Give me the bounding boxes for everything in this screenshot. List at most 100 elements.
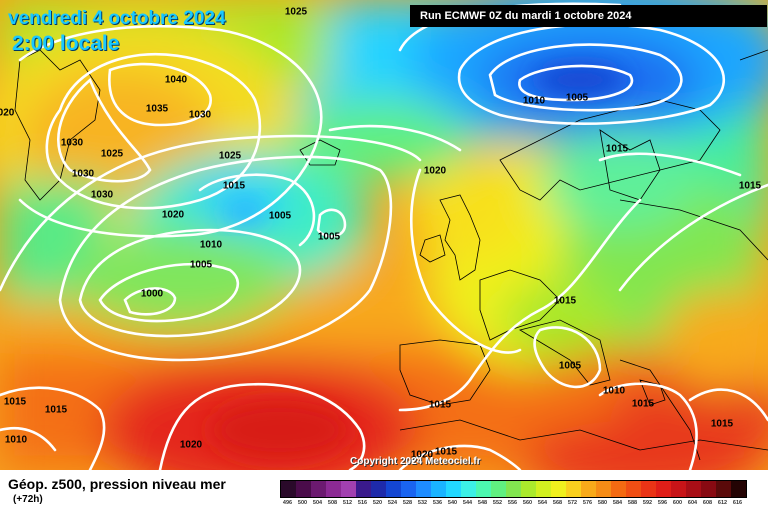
scale-cell bbox=[551, 481, 566, 497]
scale-label: 568 bbox=[552, 500, 563, 506]
isobar-label: 1005 bbox=[566, 93, 589, 104]
isobar-label: 1015 bbox=[429, 400, 452, 411]
scale-label: 524 bbox=[387, 500, 398, 506]
isobar-label: 1020 bbox=[180, 440, 203, 451]
isobar-label: 020 bbox=[0, 108, 15, 119]
scale-cell bbox=[641, 481, 656, 497]
isobar-label: 1015 bbox=[632, 399, 655, 410]
forecast-time: 2:00 locale bbox=[12, 32, 120, 55]
isobar-label: 1035 bbox=[146, 104, 169, 115]
scale-cell bbox=[416, 481, 431, 497]
isobar-label: 1005 bbox=[269, 211, 292, 222]
isobar-label: 1015 bbox=[435, 447, 458, 458]
isobar-label: 1030 bbox=[72, 169, 95, 180]
isobar-label: 1015 bbox=[45, 405, 68, 416]
isobar-label: 1030 bbox=[61, 138, 84, 149]
scale-cell bbox=[626, 481, 641, 497]
scale-label: 496 bbox=[282, 500, 293, 506]
scale-label: 608 bbox=[702, 500, 713, 506]
scale-label: 572 bbox=[567, 500, 578, 506]
isobar-labels: 1025 1040 1035 1030 1030 1025 1030 1030 020 1025 1… bbox=[0, 7, 762, 461]
scale-label: 564 bbox=[537, 500, 548, 506]
scale-label: 616 bbox=[732, 500, 743, 506]
scale-cell bbox=[356, 481, 371, 497]
isobar-label: 1015 bbox=[739, 181, 762, 192]
scale-label: 596 bbox=[657, 500, 668, 506]
scale-label: 536 bbox=[432, 500, 443, 506]
isobar-label: 1025 bbox=[219, 151, 242, 162]
isobar-label: 1030 bbox=[91, 190, 114, 201]
scale-label: 584 bbox=[612, 500, 623, 506]
scale-cell bbox=[581, 481, 596, 497]
scale-label: 588 bbox=[627, 500, 638, 506]
isobar-label: 1010 bbox=[523, 96, 546, 107]
color-scale bbox=[280, 480, 747, 498]
scale-cell bbox=[566, 481, 581, 497]
run-info: Run ECMWF 0Z du mardi 1 octobre 2024 bbox=[410, 5, 767, 27]
scale-label: 504 bbox=[312, 500, 323, 506]
scale-cell bbox=[671, 481, 686, 497]
scale-cell bbox=[296, 481, 311, 497]
isobar-label: 1005 bbox=[190, 260, 213, 271]
scale-label: 580 bbox=[597, 500, 608, 506]
scale-cell bbox=[476, 481, 491, 497]
scale-cell bbox=[341, 481, 356, 497]
coastlines bbox=[14, 49, 768, 461]
scale-label: 592 bbox=[642, 500, 653, 506]
scale-label: 560 bbox=[522, 500, 533, 506]
scale-cell bbox=[446, 481, 461, 497]
isobars bbox=[0, 2, 768, 470]
scale-label: 520 bbox=[372, 500, 383, 506]
scale-cell bbox=[701, 481, 716, 497]
scale-cell bbox=[386, 481, 401, 497]
scale-label: 600 bbox=[672, 500, 683, 506]
scale-label: 528 bbox=[402, 500, 413, 506]
isobar-label: 1010 bbox=[5, 435, 28, 446]
scale-label: 516 bbox=[357, 500, 368, 506]
scale-cell bbox=[431, 481, 446, 497]
isobar-label: 1005 bbox=[318, 232, 341, 243]
isobar-label: 1015 bbox=[4, 397, 27, 408]
isobar-label: 1025 bbox=[285, 7, 308, 18]
scale-label: 556 bbox=[507, 500, 518, 506]
isobar-label: 1020 bbox=[162, 210, 185, 221]
field-label: Géop. z500, pression niveau mer bbox=[8, 476, 226, 492]
forecast-date: vendredi 4 octobre 2024 bbox=[8, 8, 226, 29]
isobar-label: 1020 bbox=[424, 166, 447, 177]
isobar-label: 1010 bbox=[603, 386, 626, 397]
isobar-label: 1010 bbox=[200, 240, 223, 251]
scale-label: 552 bbox=[492, 500, 503, 506]
isobar-label: 1030 bbox=[189, 110, 212, 121]
scale-label: 500 bbox=[297, 500, 308, 506]
scale-cell bbox=[521, 481, 536, 497]
isobar-label: 1005 bbox=[559, 361, 582, 372]
isobar-label: 1040 bbox=[165, 75, 188, 86]
isobar-label: 1000 bbox=[141, 289, 164, 300]
scale-label: 604 bbox=[687, 500, 698, 506]
scale-label: 508 bbox=[327, 500, 338, 506]
scale-label: 532 bbox=[417, 500, 428, 506]
scale-cell bbox=[596, 481, 611, 497]
scale-cell bbox=[656, 481, 671, 497]
scale-cell bbox=[686, 481, 701, 497]
scale-cell bbox=[461, 481, 476, 497]
isobar-label: 1015 bbox=[223, 181, 246, 192]
scale-cell bbox=[536, 481, 551, 497]
scale-cell bbox=[371, 481, 386, 497]
scale-label: 548 bbox=[477, 500, 488, 506]
isobar-label: 1015 bbox=[554, 296, 577, 307]
copyright: Copyright 2024 Meteociel.fr bbox=[350, 456, 481, 467]
weather-map: 1025 1040 1035 1030 1030 1025 1030 1030 020 1025 1… bbox=[0, 0, 768, 470]
scale-cell bbox=[326, 481, 341, 497]
isobar-label: 1020 bbox=[411, 450, 434, 461]
color-scale-labels: 496 500 504 508 512 516 520 524 528 532 536 540 544 5… bbox=[280, 500, 760, 506]
scale-cell bbox=[491, 481, 506, 497]
scale-label: 512 bbox=[342, 500, 353, 506]
scale-cell bbox=[506, 481, 521, 497]
geopotential-field bbox=[0, 0, 768, 470]
isobar-label: 1015 bbox=[606, 144, 629, 155]
scale-cell bbox=[311, 481, 326, 497]
scale-label: 576 bbox=[582, 500, 593, 506]
scale-cell bbox=[401, 481, 416, 497]
scale-cell bbox=[611, 481, 626, 497]
